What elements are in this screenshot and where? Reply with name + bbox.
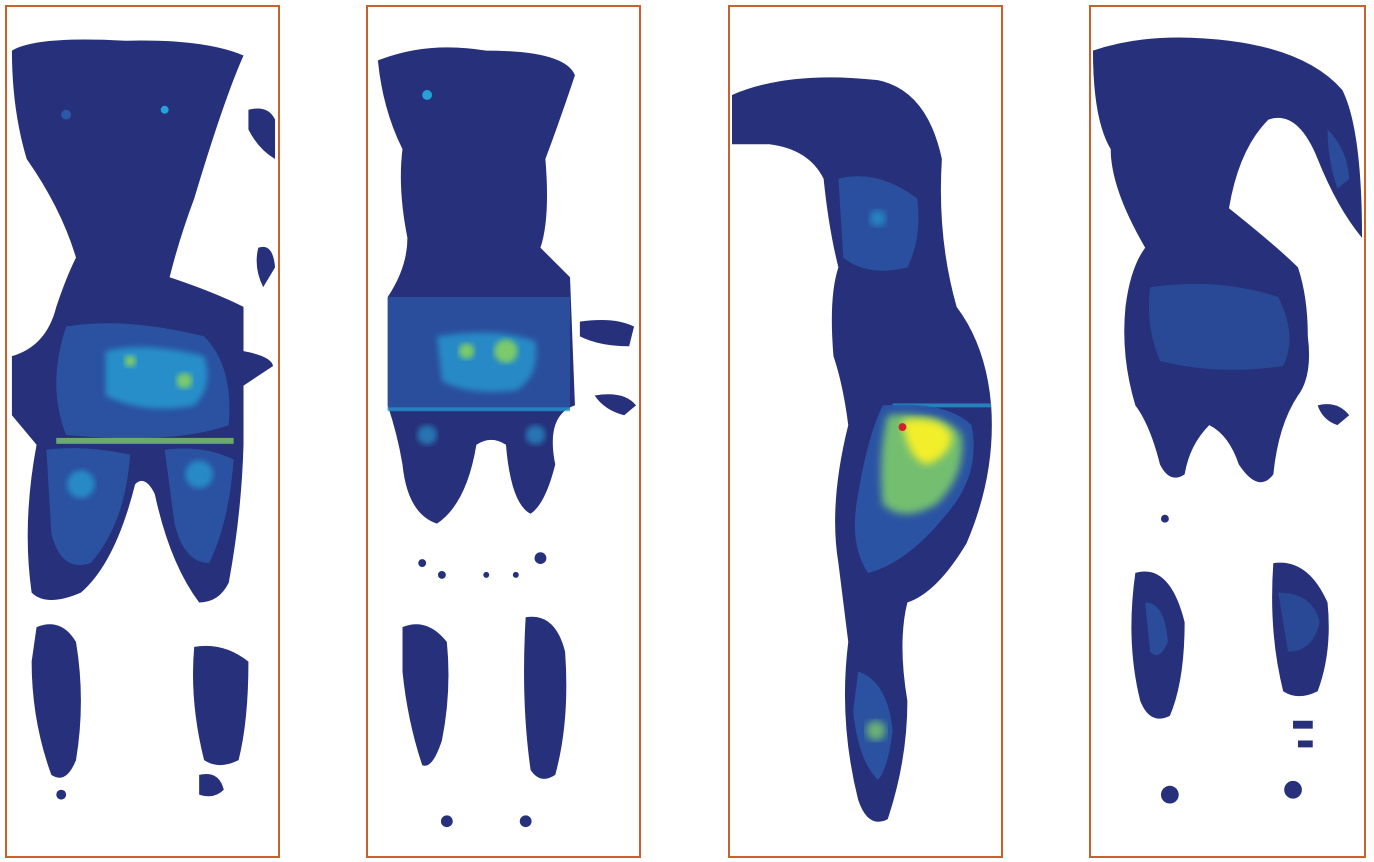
torso-region	[377, 47, 637, 524]
leg-region	[1131, 514, 1329, 804]
pressure-map-panel-3	[728, 5, 1003, 858]
torso-region	[11, 39, 274, 603]
pressure-map-panel-2	[366, 5, 641, 858]
pressure-map-panel-4	[1089, 5, 1366, 858]
pressure-map-panel-1	[5, 5, 280, 858]
leg-region	[31, 108, 276, 800]
leg-region	[402, 552, 567, 828]
body-region	[731, 77, 992, 822]
pressure-heatmap-3	[731, 77, 992, 822]
pressure-heatmap-4	[1092, 37, 1363, 804]
torso-region	[1092, 37, 1363, 483]
pressure-heatmap-1	[11, 39, 276, 800]
pressure-heatmap-2	[377, 47, 637, 828]
